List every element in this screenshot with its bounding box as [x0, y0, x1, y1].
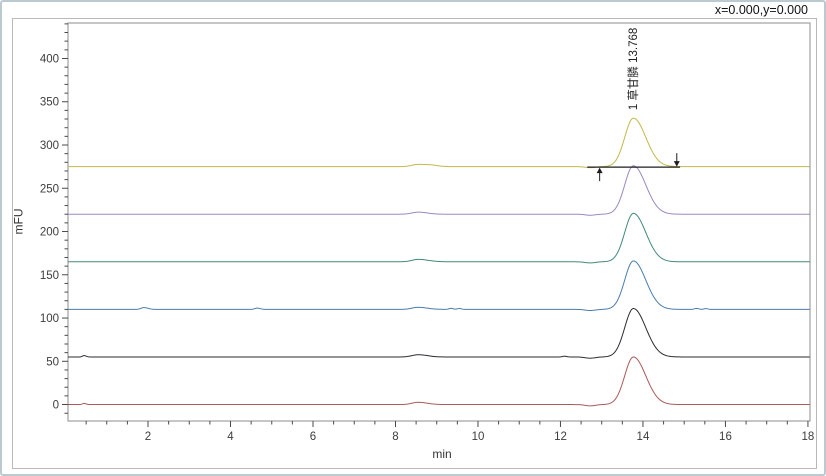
y-axis-title: mFU: [11, 208, 26, 235]
chart-panel[interactable]: [12, 18, 817, 469]
cursor-coordinates: x=0.000,y=0.000: [714, 3, 808, 17]
x-axis-title: min: [432, 447, 452, 461]
